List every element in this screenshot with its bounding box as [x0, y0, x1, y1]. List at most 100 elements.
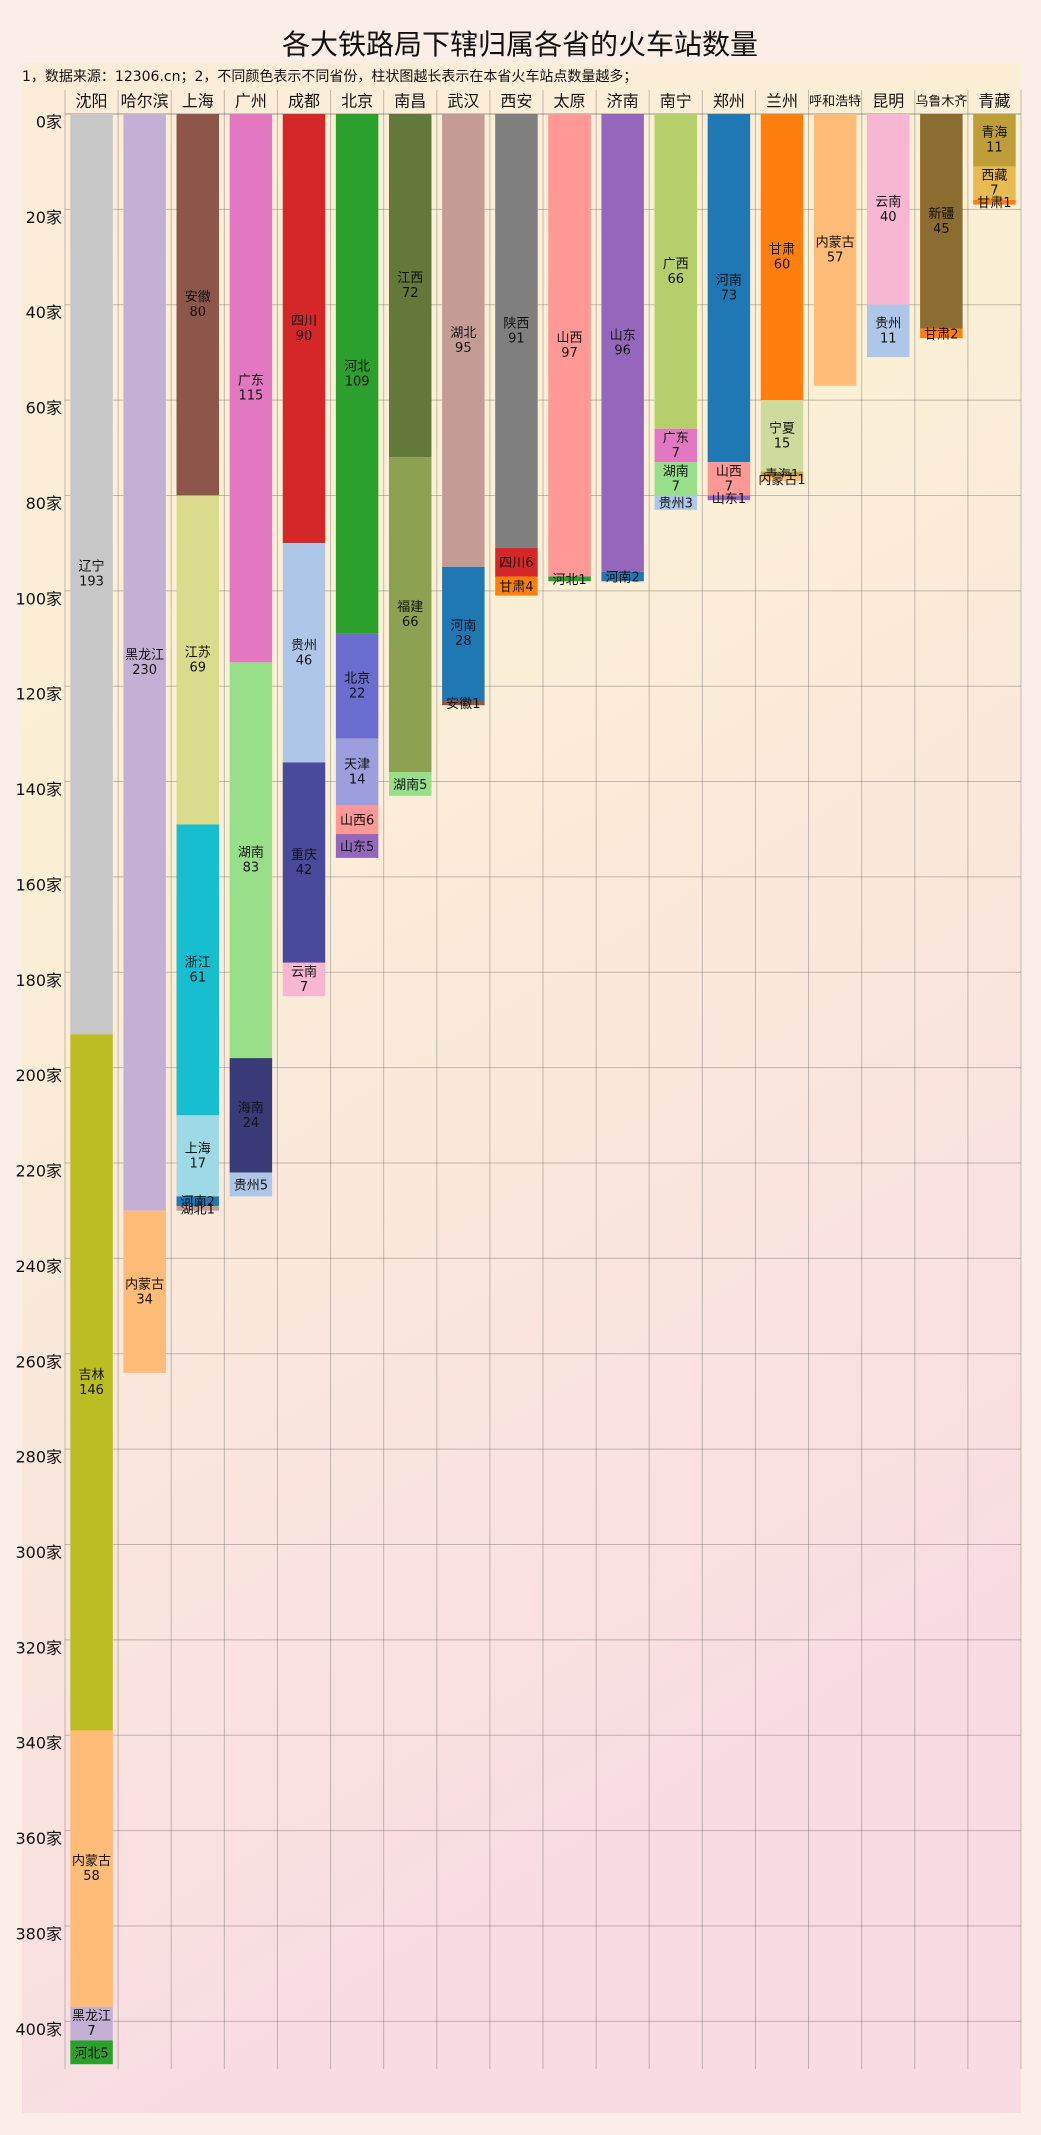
y-tick-label: 280家 — [15, 1448, 62, 1467]
segment-name: 河北 — [74, 2046, 100, 2061]
segment-name: 贵州 — [875, 316, 901, 331]
bar-segment — [229, 1172, 273, 1197]
segment-value: 58 — [83, 1869, 100, 1884]
segment-name: 河南 — [716, 273, 742, 289]
segment-label: 山西6 — [340, 813, 374, 828]
segment-value: 83 — [243, 861, 260, 876]
bar-segment — [760, 471, 804, 477]
bar-segment — [760, 476, 804, 482]
segment-name: 内蒙古 — [72, 1853, 111, 1869]
segment-label: 贵州3 — [659, 496, 693, 511]
segment-label: 河北1 — [552, 572, 586, 587]
segment-value: 1 — [738, 491, 746, 506]
y-tick-label: 380家 — [15, 1924, 62, 1943]
y-tick-label: 400家 — [15, 2020, 62, 2039]
segment-value: 11 — [986, 141, 1003, 156]
segment-name: 内蒙古 — [758, 471, 797, 487]
segment-value: 6 — [366, 813, 374, 828]
segment-name: 内蒙古 — [816, 234, 855, 250]
segment-name: 福建 — [397, 600, 423, 615]
segment-label: 内蒙古1 — [758, 471, 805, 487]
y-tick-label: 300家 — [15, 1543, 62, 1562]
segment-label: 湖北1 — [181, 1202, 215, 1217]
segment-name: 黑龙江 — [72, 2009, 111, 2024]
bar-segment — [601, 114, 644, 572]
segment-name: 河南 — [606, 569, 632, 585]
chart-note: 1，数据来源：12306.cn；2，不同颜色表示不同省份，柱状图越长表示在本省火… — [22, 68, 637, 85]
segment-name: 宁夏 — [769, 420, 795, 436]
bar-segment — [973, 199, 1016, 205]
segment-name: 江苏 — [185, 644, 211, 660]
segment-value: 2 — [207, 1195, 215, 1210]
segment-name: 云南 — [875, 194, 901, 210]
segment-value: 6 — [525, 556, 533, 571]
bar-segment — [548, 114, 591, 577]
segment-name: 江西 — [397, 271, 423, 286]
segment-label: 甘肃4 — [499, 580, 533, 595]
segment-value: 66 — [402, 615, 419, 630]
segment-name: 广东 — [238, 374, 264, 389]
segment-name: 湖北 — [181, 1202, 207, 1217]
segment-label: 河南2 — [181, 1194, 215, 1210]
bar-segment — [973, 166, 1016, 200]
segment-value: 1 — [791, 468, 799, 483]
segment-value: 61 — [190, 970, 207, 985]
segment-value: 96 — [614, 343, 631, 358]
segment-label: 河北5 — [74, 2046, 108, 2061]
y-tick-label: 80家 — [26, 494, 62, 513]
segment-name: 贵州 — [291, 638, 317, 653]
segment-name: 河北 — [344, 359, 370, 374]
y-tick-label: 180家 — [15, 971, 62, 990]
bar-segment — [442, 114, 485, 567]
segment-name: 浙江 — [185, 955, 211, 970]
y-tick-label: 320家 — [15, 1638, 62, 1657]
bar-segment — [70, 1730, 113, 2008]
bar-segment — [176, 1196, 220, 1206]
segment-value: 45 — [933, 222, 950, 237]
segment-value: 42 — [296, 863, 313, 878]
bar-segment — [176, 114, 220, 496]
x-category-label: 南宁 — [660, 92, 692, 111]
bar-segment — [495, 547, 538, 577]
bar-segment — [654, 495, 698, 510]
segment-value: 57 — [827, 250, 844, 265]
segment-name: 安徽 — [446, 696, 472, 711]
segment-name: 湖北 — [450, 326, 476, 341]
segment-name: 天津 — [344, 758, 370, 773]
segment-name: 山东 — [340, 839, 366, 854]
bar-segment — [495, 114, 538, 548]
bar-segment — [229, 114, 273, 663]
segment-label: 安徽1 — [446, 696, 480, 711]
x-category-label: 北京 — [341, 92, 373, 111]
x-category-label: 昆明 — [872, 92, 904, 111]
segment-value: 3 — [685, 496, 693, 511]
y-tick-label: 20家 — [26, 208, 62, 227]
segment-name: 青海 — [981, 126, 1007, 141]
bar-segment — [707, 114, 751, 463]
bar-segment — [760, 114, 804, 401]
y-tick-label: 100家 — [15, 589, 62, 608]
segment-name: 甘肃 — [769, 243, 795, 258]
x-category-label: 郑州 — [713, 92, 745, 111]
segment-name: 辽宁 — [79, 559, 105, 575]
segment-value: 15 — [774, 436, 791, 451]
bar-segment — [282, 543, 326, 763]
segment-name: 湖南 — [393, 776, 419, 792]
segment-value: 28 — [455, 634, 472, 649]
segment-name: 河南 — [450, 618, 476, 634]
bar-segment — [495, 576, 538, 596]
segment-value: 7 — [300, 980, 308, 995]
bar-segment — [282, 762, 326, 963]
segment-value: 1 — [207, 1202, 215, 1217]
chart-title: 各大铁路局下辖归属各省的火车站数量 — [282, 28, 758, 61]
segment-name: 西藏 — [981, 169, 1007, 184]
bar-segment — [973, 114, 1016, 167]
segment-value: 5 — [260, 1178, 268, 1193]
segment-value: 40 — [880, 210, 897, 225]
x-category-label: 呼和浩特 — [809, 95, 861, 110]
segment-label: 甘肃1 — [977, 196, 1011, 211]
bar-segment — [70, 2007, 113, 2041]
bar-segment — [654, 462, 698, 496]
segment-name: 黑龙江 — [125, 648, 164, 663]
